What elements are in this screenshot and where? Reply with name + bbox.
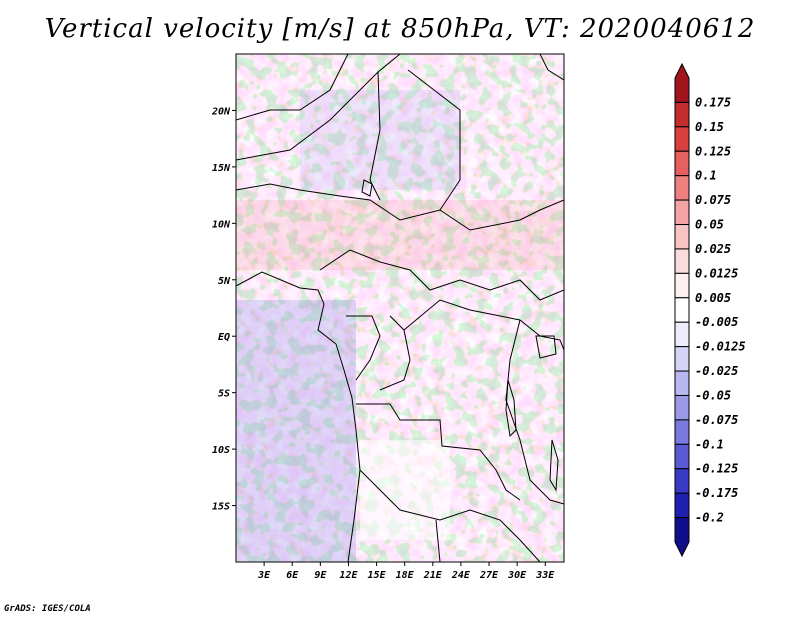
colorbar-swatch (674, 321, 690, 348)
country-borders (236, 54, 564, 562)
lon-tick-label: 18E (396, 570, 415, 581)
border-segment (346, 315, 381, 381)
lat-tick-label: 15S (212, 502, 230, 513)
lon-tick-label: 33E (535, 570, 555, 581)
lat-tick-label: EQ (218, 332, 230, 343)
lon-tick-label: 9E (314, 570, 327, 581)
grads-credit: GrADS: IGES/COLA (4, 604, 91, 614)
lat-tick-label: 5S (218, 389, 230, 400)
border-segment (539, 335, 564, 351)
colorbar: 0.175 0.15 0.125 0.1 0.075 0.05 0.025 0.0125 0.0… (674, 62, 746, 558)
lat-tick-label: 5N (218, 276, 231, 287)
lon-tick-label: 27E (479, 570, 499, 581)
ocean-subsidence-region (236, 300, 356, 562)
border-segment (356, 403, 521, 501)
colorbar-swatch (674, 492, 690, 519)
colorbar-swatch (674, 468, 690, 494)
lat-tick-label: 10S (212, 445, 230, 456)
colorbar-swatch (674, 370, 690, 396)
colorbar-label: -0.175 (695, 486, 738, 500)
colorbar-label: 0.005 (695, 291, 731, 305)
colorbar-label: -0.005 (695, 315, 738, 329)
lon-tick-label: 12E (339, 570, 358, 581)
colorbar-swatch (674, 224, 690, 250)
colorbar-swatch (674, 517, 690, 558)
colorbar-swatch (674, 297, 690, 323)
lon-tick-label: 24E (451, 570, 471, 581)
map-frame (235, 53, 565, 563)
colorbar-swatch (674, 419, 690, 445)
lake-malawi (549, 439, 559, 492)
lat-tick-label: 20N (211, 106, 231, 117)
colorbar-swatch (674, 199, 690, 226)
border-segment (505, 319, 564, 505)
border-segment (359, 469, 541, 562)
longitude-axis: 3E 6E 9E 12E 15E 18E 21E 24E 27E 30E 33E (257, 562, 555, 581)
colorbar-label: 0.05 (695, 218, 724, 232)
lake-victoria (535, 335, 557, 359)
coastline-east (539, 54, 564, 81)
colorbar-label: 0.15 (695, 120, 724, 134)
colorbar-label: 0.125 (695, 144, 731, 158)
chart-title: Vertical velocity [m/s] at 850hPa, VT: 2… (44, 14, 756, 44)
colorbar-swatch (674, 443, 690, 470)
colorbar-label: -0.2 (695, 511, 724, 525)
border-segment (407, 69, 461, 211)
border-segment (236, 54, 401, 161)
lon-tick-label: 6E (286, 570, 299, 581)
lake-chad (361, 179, 373, 197)
colorbar-label: -0.0125 (695, 340, 746, 354)
lat-tick-label: 15N (212, 163, 231, 174)
colorbar-label: -0.05 (695, 388, 731, 402)
colorbar-swatch (674, 272, 690, 299)
colorbar-swatch (674, 101, 690, 128)
colorbar-label: -0.1 (695, 437, 724, 451)
vertical-velocity-field (236, 54, 564, 562)
colorbar-label: -0.125 (695, 462, 738, 476)
calm-region (360, 440, 450, 540)
colorbar-swatch (674, 126, 690, 152)
colorbar-label: 0.1 (695, 169, 717, 183)
colorbar-swatch (674, 150, 690, 177)
sahel-region (300, 90, 460, 190)
colorbar-label: -0.025 (695, 364, 738, 378)
lon-tick-label: 30E (507, 570, 527, 581)
lon-tick-label: 21E (423, 570, 443, 581)
lake-tanganyika (505, 379, 517, 438)
lon-tick-label: 15E (368, 570, 387, 581)
colorbar-swatch (674, 394, 690, 421)
colorbar-label: 0.075 (695, 193, 731, 207)
border-segment (319, 249, 564, 301)
colorbar-label: 0.0125 (695, 266, 738, 280)
border-segment (403, 299, 541, 337)
colorbar-swatch (674, 62, 690, 103)
colorbar-swatch (674, 346, 690, 372)
border-segment (435, 519, 441, 562)
border-segment (236, 183, 564, 231)
ascent-band (236, 200, 564, 270)
lat-tick-label: 10N (212, 219, 231, 230)
lon-tick-label: 3E (257, 570, 271, 581)
border-segment (236, 54, 349, 121)
colorbar-swatch (674, 248, 690, 274)
border-segment (369, 71, 381, 201)
latitude-axis: 20N 15N 10N 5N EQ 5S 10S 15S (211, 106, 236, 513)
border-segment (379, 315, 411, 391)
colorbar-label: -0.075 (695, 413, 738, 427)
colorbar-label: 0.175 (695, 95, 731, 109)
colorbar-label: 0.025 (695, 242, 731, 256)
colorbar-swatch (674, 175, 690, 201)
